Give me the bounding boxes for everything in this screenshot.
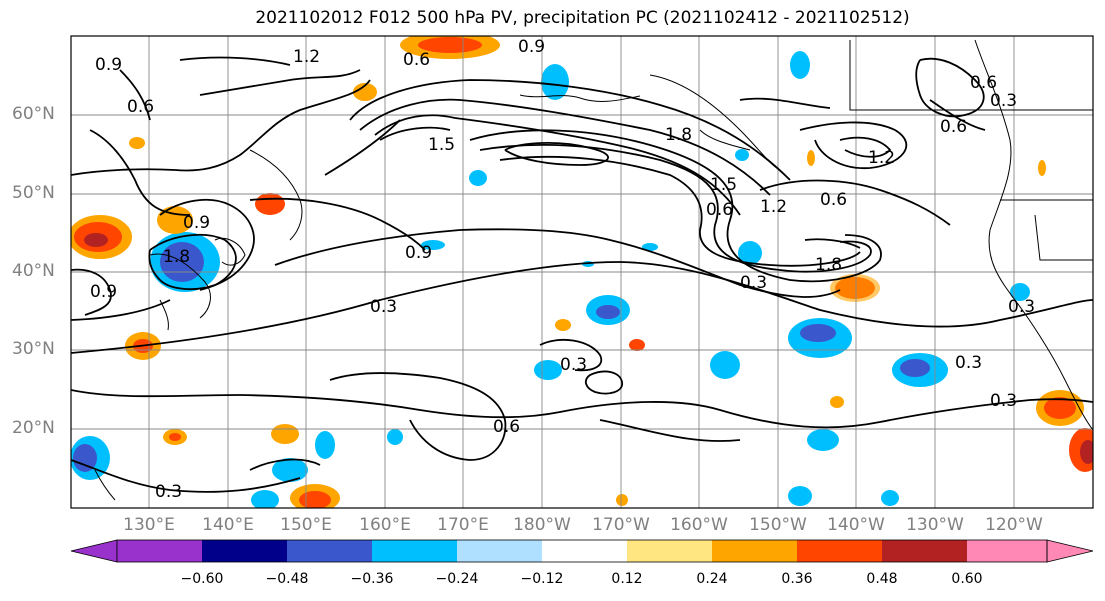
colorbar-bin <box>202 540 287 562</box>
contour-label: 1.2 <box>760 197 787 217</box>
contour-label: 0.3 <box>560 355 587 375</box>
colorbar-bin <box>287 540 372 562</box>
map-title: 2021102012 F012 500 hPa PV, precipitatio… <box>255 8 910 28</box>
contour-label: 1.2 <box>293 47 320 67</box>
contour-label: 0.3 <box>370 297 397 317</box>
pv-contours <box>71 56 1093 493</box>
lat-label-50n: 50°N <box>12 183 55 203</box>
lon-label-130e: 130°E <box>123 515 175 535</box>
coastlines <box>94 39 1093 501</box>
colorbar-bin <box>967 540 1047 562</box>
colorbar-bin <box>117 540 202 562</box>
contour-label: 0.9 <box>183 213 210 233</box>
colorbar-tick: 0.12 <box>611 571 643 587</box>
contour-label: 1.8 <box>163 247 190 267</box>
lat-label-20n: 20°N <box>12 418 55 438</box>
contour-label: 0.9 <box>95 55 122 75</box>
contour-labels: 1.2 0.9 0.6 0.9 1.5 1.8 1.8 1.5 1.2 0.6 … <box>90 37 1035 502</box>
colorbar-bin <box>627 540 712 562</box>
lon-label-150e: 150°E <box>280 515 332 535</box>
colorbar-tick: −0.36 <box>350 571 394 587</box>
contour-label: 0.3 <box>990 91 1017 111</box>
colorbar-bin <box>882 540 967 562</box>
colorbar-tick: −0.60 <box>180 571 224 587</box>
colorbar-tick: −0.48 <box>265 571 309 587</box>
contour-label: 0.6 <box>970 73 997 93</box>
contour-label: 1.5 <box>428 135 455 155</box>
colorbar-tick: −0.12 <box>520 571 564 587</box>
contour-label: 1.8 <box>665 125 692 145</box>
colorbar-tick: −0.24 <box>435 571 479 587</box>
lon-label-160w: 160°W <box>670 515 728 535</box>
colorbar-bin <box>542 540 627 562</box>
contour-label: 0.6 <box>706 200 733 220</box>
lon-label-180w: 180°W <box>513 515 571 535</box>
map-frame <box>70 35 1094 509</box>
contour-label: 0.9 <box>90 282 117 302</box>
colorbar <box>70 539 1094 563</box>
colorbar-tick: 0.36 <box>781 571 813 587</box>
lon-label-150w: 150°W <box>749 515 807 535</box>
contour-label: 0.6 <box>820 190 847 210</box>
colorbar-bin <box>797 540 882 562</box>
colorbar-bin <box>712 540 797 562</box>
contour-label: 0.3 <box>740 273 767 293</box>
contour-label: 0.3 <box>990 391 1017 411</box>
lat-label-40n: 40°N <box>12 261 55 281</box>
contour-label: 0.6 <box>493 417 520 437</box>
colorbar-tick: 0.48 <box>866 571 898 587</box>
lon-label-160e: 160°E <box>359 515 411 535</box>
colorbar-bin <box>457 540 542 562</box>
lon-label-140e: 140°E <box>202 515 254 535</box>
colorbar-tick: 0.24 <box>696 571 728 587</box>
lon-label-120w: 120°W <box>985 515 1043 535</box>
contour-label: 0.3 <box>155 482 182 502</box>
precip-shading <box>71 36 1093 508</box>
contour-label: 0.9 <box>518 37 545 57</box>
lon-label-140w: 140°W <box>827 515 885 535</box>
colorbar-extend-high <box>1046 539 1094 563</box>
contour-label: 0.6 <box>403 50 430 70</box>
lat-label-30n: 30°N <box>12 339 55 359</box>
contour-label: 0.9 <box>405 243 432 263</box>
colorbar-bin <box>372 540 457 562</box>
colorbar-extend-low <box>70 539 118 563</box>
contour-label: 0.3 <box>955 353 982 373</box>
colorbar-tick: 0.60 <box>951 571 983 587</box>
contour-label: 1.5 <box>710 175 737 195</box>
contour-label: 1.2 <box>868 148 895 168</box>
contour-label: 0.3 <box>1008 297 1035 317</box>
lon-label-130w: 130°W <box>906 515 964 535</box>
contour-label: 0.6 <box>940 117 967 137</box>
contour-label: 1.8 <box>815 255 842 275</box>
contour-label: 0.6 <box>127 97 154 117</box>
lon-label-170w: 170°W <box>592 515 650 535</box>
lon-label-170e: 170°E <box>437 515 489 535</box>
lat-label-60n: 60°N <box>12 104 55 124</box>
